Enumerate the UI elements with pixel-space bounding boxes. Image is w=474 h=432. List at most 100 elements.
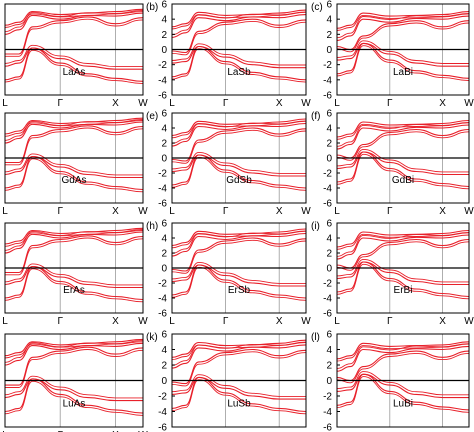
band-line: [5, 47, 143, 70]
y-tick-label: 0: [161, 45, 167, 56]
k-point-label: Γ: [57, 98, 63, 109]
band-line: [5, 230, 143, 247]
band-lines: [172, 339, 306, 415]
band-line: [172, 156, 306, 191]
k-point-label: L: [169, 98, 175, 109]
y-tick-label: 4: [326, 345, 332, 356]
band-line: [337, 232, 469, 250]
band-line: [5, 155, 143, 191]
band-line: [172, 14, 306, 38]
k-point-label: X: [112, 316, 119, 327]
k-point-label: L: [2, 316, 8, 327]
y-tick-label: 4: [161, 124, 167, 135]
band-line: [172, 154, 306, 177]
band-line: [172, 344, 306, 369]
y-tick-label: -6: [323, 91, 332, 102]
band-lines: [5, 8, 143, 85]
k-point-label: L: [334, 316, 340, 327]
k-point-label: L: [2, 206, 8, 217]
y-tick-label: -4: [323, 407, 332, 418]
panel-letter: (f): [311, 111, 320, 122]
band-line: [337, 373, 469, 411]
band-line: [172, 48, 306, 83]
band-line: [337, 45, 469, 82]
band-line: [172, 154, 306, 189]
k-point-label: X: [439, 206, 446, 217]
y-tick-label: -2: [158, 60, 167, 71]
k-point-label: W: [301, 98, 311, 109]
panel-gdsb: -6 -4 -2 0 2 4 6 L Γ X W GdSb (e): [146, 109, 311, 218]
k-point-label: L: [2, 430, 8, 432]
panel-letter: (i): [311, 221, 320, 232]
panel-ersb: -6 -4 -2 0 2 4 6 L Γ X W ErSb (h): [146, 219, 311, 328]
band-line: [5, 231, 143, 254]
panel-gdas: L Γ X W GdAs: [2, 112, 148, 217]
band-line: [337, 131, 469, 161]
k-point-label: L: [334, 98, 340, 109]
panel-lubi: -6 -4 -2 0 2 4 6 LuBi (l): [311, 330, 470, 432]
k-point-label: Γ: [387, 98, 393, 109]
material-label: GdAs: [61, 175, 86, 186]
band-line: [337, 151, 469, 176]
k-point-label: X: [276, 206, 283, 217]
band-lines: [172, 228, 306, 301]
y-tick-label: 2: [161, 139, 167, 150]
material-label: LuAs: [63, 399, 86, 410]
band-line: [5, 11, 143, 28]
k-point-label: X: [439, 316, 446, 327]
panel-letter: (c): [311, 2, 323, 13]
material-label: LaAs: [63, 67, 86, 78]
band-line: [172, 45, 306, 69]
band-line: [172, 374, 306, 397]
band-line: [5, 338, 143, 357]
band-line: [5, 125, 143, 164]
band-line: [337, 345, 469, 372]
material-label: LaSb: [227, 67, 251, 78]
band-line: [172, 43, 306, 66]
k-point-label: W: [138, 98, 148, 109]
y-tick-label: -4: [158, 184, 167, 195]
band-line: [5, 342, 143, 366]
material-label: ErSb: [228, 285, 251, 296]
k-point-label: L: [169, 316, 175, 327]
y-tick-label: 4: [161, 234, 167, 245]
panel-letter: (e): [146, 111, 158, 122]
band-lines: [5, 227, 143, 303]
band-line: [172, 379, 306, 415]
band-line: [5, 127, 143, 166]
y-tick-label: 6: [161, 109, 167, 120]
band-line: [337, 261, 469, 286]
band-line: [172, 339, 306, 358]
y-tick-label: 2: [326, 249, 332, 260]
band-line: [5, 268, 143, 303]
y-tick-label: -4: [323, 184, 332, 195]
y-tick-label: -2: [158, 279, 167, 290]
band-line: [337, 373, 469, 399]
y-tick-label: 0: [326, 154, 332, 165]
band-lines: [5, 338, 143, 416]
panel-frame: [4, 222, 144, 314]
band-line: [172, 120, 306, 139]
y-tick-label: 6: [161, 0, 167, 11]
y-tick-label: 6: [326, 0, 332, 11]
panel-lasb: -6 -4 -2 0 2 4 6 L Γ X W LaSb (b): [146, 0, 311, 109]
k-point-label: L: [2, 98, 8, 109]
k-point-label: W: [301, 206, 311, 217]
band-line: [337, 124, 469, 150]
y-tick-label: 4: [161, 345, 167, 356]
y-tick-label: -4: [323, 75, 332, 86]
band-lines: [5, 117, 143, 193]
y-tick-label: -6: [158, 309, 167, 320]
band-line: [5, 155, 143, 179]
y-tick-label: 6: [161, 330, 167, 341]
band-line: [337, 241, 469, 271]
band-line: [337, 13, 469, 31]
band-line: [5, 49, 143, 85]
band-line: [172, 351, 306, 387]
band-line: [172, 11, 306, 30]
material-label: GdBi: [392, 175, 414, 186]
band-line: [5, 18, 143, 57]
band-line: [337, 261, 469, 298]
band-line: [5, 44, 143, 68]
